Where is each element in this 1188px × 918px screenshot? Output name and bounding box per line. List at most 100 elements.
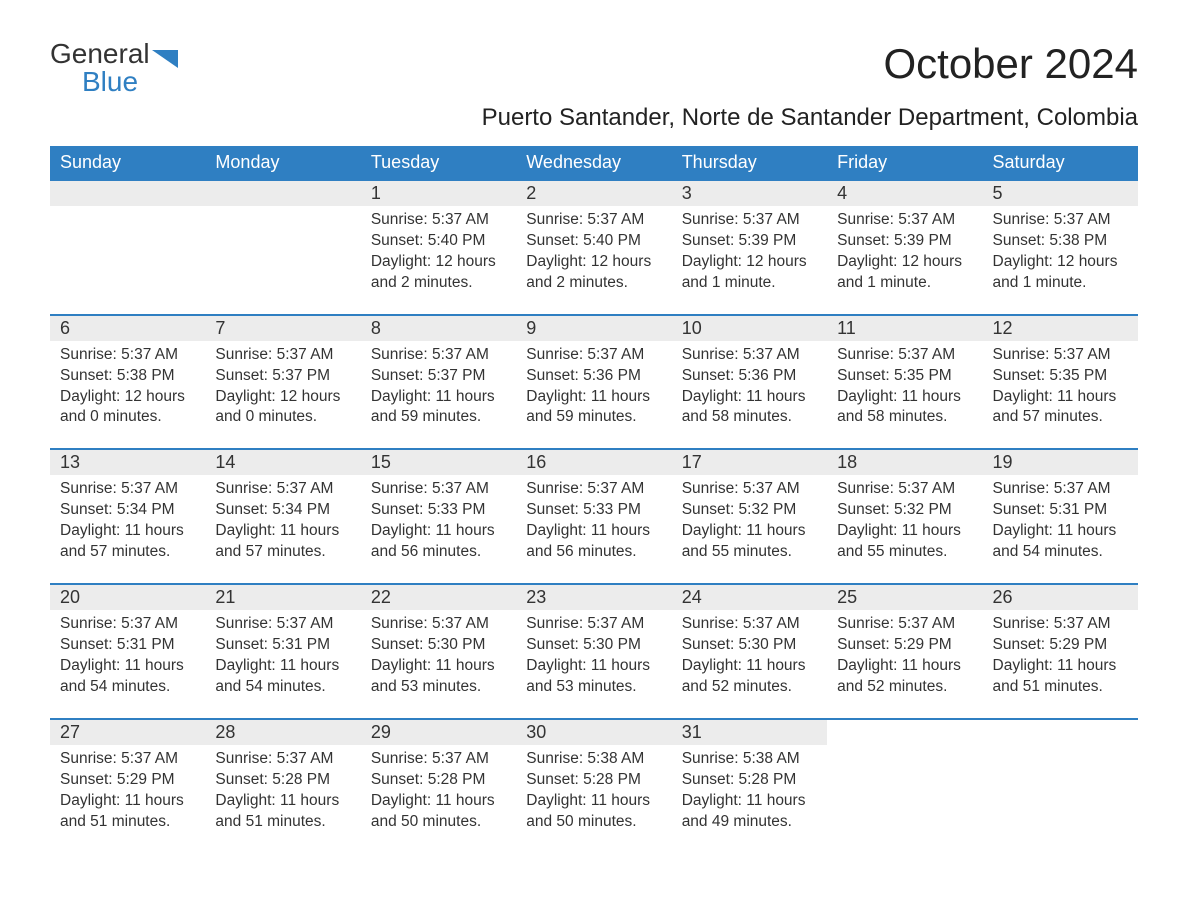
- day-number-cell: 1: [361, 180, 516, 206]
- day-content-cell: Sunrise: 5:37 AMSunset: 5:39 PMDaylight:…: [672, 206, 827, 315]
- sunrise-text: Sunrise: 5:37 AM: [993, 345, 1128, 366]
- logo-text-general: General: [50, 40, 150, 68]
- day-number-cell: 24: [672, 584, 827, 610]
- day-content-cell: Sunrise: 5:38 AMSunset: 5:28 PMDaylight:…: [516, 745, 671, 853]
- daylight-text: Daylight: 11 hours and 54 minutes.: [993, 521, 1128, 563]
- sunset-text: Sunset: 5:37 PM: [215, 366, 350, 387]
- sunrise-text: Sunrise: 5:37 AM: [60, 614, 195, 635]
- sunrise-text: Sunrise: 5:37 AM: [60, 479, 195, 500]
- daylight-text: Daylight: 11 hours and 50 minutes.: [526, 791, 661, 833]
- daylight-text: Daylight: 11 hours and 53 minutes.: [371, 656, 506, 698]
- sunset-text: Sunset: 5:31 PM: [993, 500, 1128, 521]
- sunrise-text: Sunrise: 5:37 AM: [837, 345, 972, 366]
- day-number-cell: 13: [50, 449, 205, 475]
- day-content-cell: Sunrise: 5:37 AMSunset: 5:35 PMDaylight:…: [827, 341, 982, 450]
- weekday-header: Wednesday: [516, 146, 671, 180]
- day-content-cell: [50, 206, 205, 315]
- day-number-cell: 18: [827, 449, 982, 475]
- weekday-header: Saturday: [983, 146, 1138, 180]
- daylight-text: Daylight: 11 hours and 51 minutes.: [993, 656, 1128, 698]
- day-content-cell: Sunrise: 5:37 AMSunset: 5:33 PMDaylight:…: [516, 475, 671, 584]
- daylight-text: Daylight: 11 hours and 53 minutes.: [526, 656, 661, 698]
- sunset-text: Sunset: 5:30 PM: [526, 635, 661, 656]
- sunset-text: Sunset: 5:34 PM: [60, 500, 195, 521]
- day-number-cell: 5: [983, 180, 1138, 206]
- sunrise-text: Sunrise: 5:37 AM: [215, 749, 350, 770]
- sunrise-text: Sunrise: 5:37 AM: [60, 345, 195, 366]
- weekday-header: Sunday: [50, 146, 205, 180]
- daylight-text: Daylight: 11 hours and 57 minutes.: [60, 521, 195, 563]
- day-number-cell: 15: [361, 449, 516, 475]
- logo: General Blue: [50, 40, 178, 96]
- daylight-text: Daylight: 11 hours and 54 minutes.: [215, 656, 350, 698]
- daylight-text: Daylight: 11 hours and 50 minutes.: [371, 791, 506, 833]
- weekday-header: Monday: [205, 146, 360, 180]
- day-content-cell: Sunrise: 5:37 AMSunset: 5:28 PMDaylight:…: [361, 745, 516, 853]
- day-content-cell: Sunrise: 5:37 AMSunset: 5:33 PMDaylight:…: [361, 475, 516, 584]
- sunset-text: Sunset: 5:39 PM: [837, 231, 972, 252]
- day-content-cell: Sunrise: 5:37 AMSunset: 5:36 PMDaylight:…: [516, 341, 671, 450]
- sunrise-text: Sunrise: 5:37 AM: [682, 345, 817, 366]
- day-number-cell: 7: [205, 315, 360, 341]
- day-number-row: 2728293031: [50, 719, 1138, 745]
- day-number-cell: 2: [516, 180, 671, 206]
- day-content-cell: [983, 745, 1138, 853]
- daylight-text: Daylight: 11 hours and 57 minutes.: [215, 521, 350, 563]
- day-number-cell: 22: [361, 584, 516, 610]
- day-content-cell: Sunrise: 5:37 AMSunset: 5:40 PMDaylight:…: [361, 206, 516, 315]
- sunrise-text: Sunrise: 5:37 AM: [993, 614, 1128, 635]
- sunrise-text: Sunrise: 5:37 AM: [371, 614, 506, 635]
- page-title: October 2024: [883, 40, 1138, 88]
- sunset-text: Sunset: 5:31 PM: [215, 635, 350, 656]
- day-content-cell: Sunrise: 5:37 AMSunset: 5:39 PMDaylight:…: [827, 206, 982, 315]
- day-content-cell: Sunrise: 5:37 AMSunset: 5:30 PMDaylight:…: [361, 610, 516, 719]
- day-number-cell: 25: [827, 584, 982, 610]
- daylight-text: Daylight: 11 hours and 58 minutes.: [837, 387, 972, 429]
- sunrise-text: Sunrise: 5:37 AM: [682, 614, 817, 635]
- sunrise-text: Sunrise: 5:37 AM: [215, 479, 350, 500]
- weekday-header: Friday: [827, 146, 982, 180]
- day-content-cell: Sunrise: 5:37 AMSunset: 5:32 PMDaylight:…: [672, 475, 827, 584]
- daylight-text: Daylight: 11 hours and 58 minutes.: [682, 387, 817, 429]
- day-number-cell: 6: [50, 315, 205, 341]
- day-number-cell: 29: [361, 719, 516, 745]
- sunrise-text: Sunrise: 5:37 AM: [837, 210, 972, 231]
- day-number-cell: 21: [205, 584, 360, 610]
- day-content-cell: [827, 745, 982, 853]
- daylight-text: Daylight: 12 hours and 1 minute.: [682, 252, 817, 294]
- day-content-cell: Sunrise: 5:37 AMSunset: 5:31 PMDaylight:…: [205, 610, 360, 719]
- daylight-text: Daylight: 11 hours and 57 minutes.: [993, 387, 1128, 429]
- day-content-cell: Sunrise: 5:38 AMSunset: 5:28 PMDaylight:…: [672, 745, 827, 853]
- day-number-cell: 30: [516, 719, 671, 745]
- day-number-cell: 28: [205, 719, 360, 745]
- sunset-text: Sunset: 5:29 PM: [993, 635, 1128, 656]
- day-content-cell: Sunrise: 5:37 AMSunset: 5:29 PMDaylight:…: [827, 610, 982, 719]
- sunset-text: Sunset: 5:33 PM: [526, 500, 661, 521]
- sunset-text: Sunset: 5:32 PM: [837, 500, 972, 521]
- sunrise-text: Sunrise: 5:37 AM: [682, 479, 817, 500]
- daylight-text: Daylight: 12 hours and 0 minutes.: [215, 387, 350, 429]
- sunset-text: Sunset: 5:36 PM: [526, 366, 661, 387]
- day-content-row: Sunrise: 5:37 AMSunset: 5:34 PMDaylight:…: [50, 475, 1138, 584]
- daylight-text: Daylight: 11 hours and 52 minutes.: [682, 656, 817, 698]
- sunset-text: Sunset: 5:31 PM: [60, 635, 195, 656]
- day-number-cell: [983, 719, 1138, 745]
- daylight-text: Daylight: 11 hours and 56 minutes.: [526, 521, 661, 563]
- day-number-cell: 4: [827, 180, 982, 206]
- sunrise-text: Sunrise: 5:37 AM: [371, 345, 506, 366]
- sunrise-text: Sunrise: 5:37 AM: [837, 479, 972, 500]
- sunrise-text: Sunrise: 5:37 AM: [60, 749, 195, 770]
- sunset-text: Sunset: 5:36 PM: [682, 366, 817, 387]
- sunset-text: Sunset: 5:38 PM: [60, 366, 195, 387]
- day-content-row: Sunrise: 5:37 AMSunset: 5:38 PMDaylight:…: [50, 341, 1138, 450]
- day-number-cell: 14: [205, 449, 360, 475]
- day-content-row: Sunrise: 5:37 AMSunset: 5:40 PMDaylight:…: [50, 206, 1138, 315]
- daylight-text: Daylight: 11 hours and 56 minutes.: [371, 521, 506, 563]
- sunrise-text: Sunrise: 5:37 AM: [371, 749, 506, 770]
- sunrise-text: Sunrise: 5:37 AM: [371, 479, 506, 500]
- day-number-cell: 20: [50, 584, 205, 610]
- sunrise-text: Sunrise: 5:38 AM: [682, 749, 817, 770]
- sunrise-text: Sunrise: 5:37 AM: [526, 479, 661, 500]
- day-content-cell: Sunrise: 5:37 AMSunset: 5:31 PMDaylight:…: [50, 610, 205, 719]
- day-number-cell: 31: [672, 719, 827, 745]
